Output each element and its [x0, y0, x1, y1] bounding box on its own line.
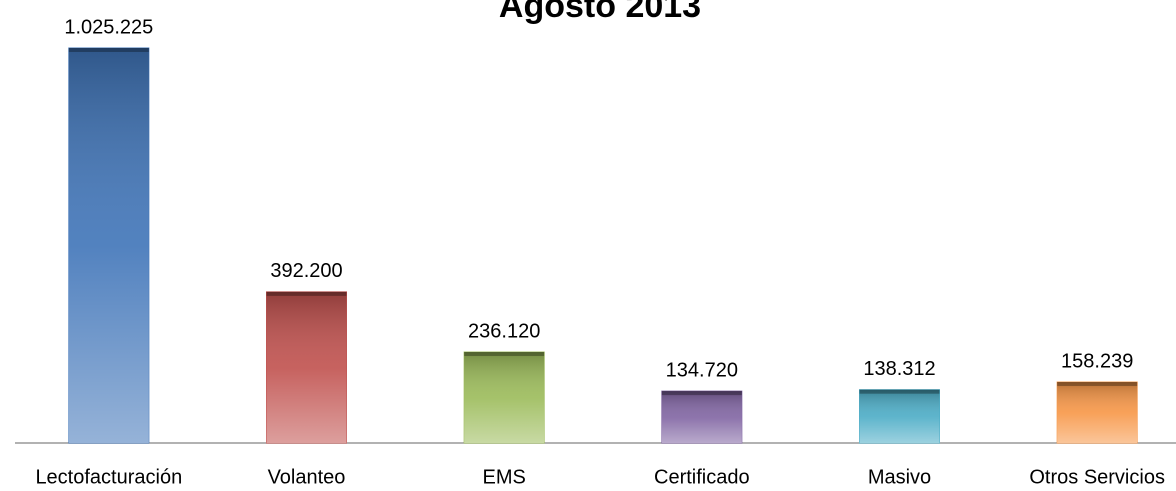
bar-cap — [68, 48, 149, 52]
x-tick-label: Masivo — [868, 466, 931, 488]
x-tick-label: Certificado — [654, 466, 750, 488]
data-label: 236.120 — [468, 320, 540, 342]
bar-shine — [464, 352, 545, 443]
x-tick-label: Lectofacturación — [35, 466, 182, 488]
data-label: 1.025.225 — [64, 16, 153, 38]
bar-shine — [859, 389, 940, 443]
x-tick-label: Volanteo — [268, 466, 346, 488]
bar-cap — [464, 352, 545, 357]
bar-cap — [859, 389, 940, 394]
bar-shine — [266, 291, 347, 443]
bar-shine — [661, 391, 742, 443]
bar-cap — [661, 391, 742, 396]
data-label: 158.239 — [1061, 350, 1133, 372]
bar-shine — [68, 48, 149, 443]
bar-cap — [1057, 382, 1138, 387]
bar-cap — [266, 291, 347, 296]
x-tick-label: Otros Servicios — [1029, 466, 1165, 488]
x-tick-label: EMS — [482, 466, 525, 488]
data-label: 138.312 — [863, 358, 935, 380]
data-label: 134.720 — [666, 359, 738, 381]
chart-title: Agosto 2013 — [499, 0, 701, 25]
bar-shine — [1057, 382, 1138, 443]
data-label: 392.200 — [270, 260, 342, 282]
